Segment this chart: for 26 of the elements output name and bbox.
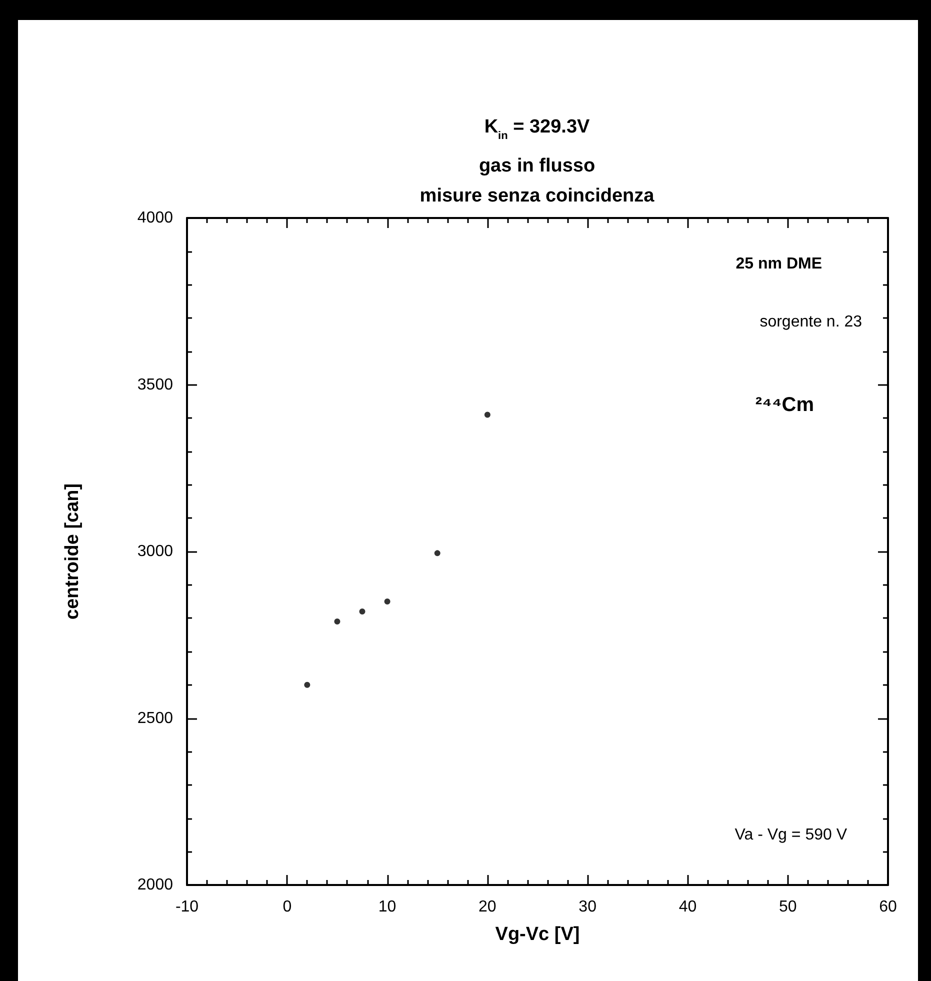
x-tick-label: 0 (282, 898, 292, 916)
x-tick-label: -10 (175, 898, 199, 916)
annotation: Va - Vg = 590 V (734, 826, 848, 844)
y-tick-label: 2000 (137, 876, 174, 894)
y-tick-label: 3500 (137, 376, 174, 394)
annotation: 25 nm DME (736, 256, 822, 272)
y-axis-title: centroide [can] (62, 483, 83, 620)
y-tick-label: 4000 (137, 210, 174, 226)
x-tick-label: 30 (578, 898, 597, 916)
x-tick-label: 10 (378, 898, 396, 916)
y-tick-label: 2500 (137, 710, 174, 727)
point (384, 598, 390, 605)
point (359, 608, 366, 615)
x-tick-label: 60 (879, 898, 897, 916)
annotation: sorgente n. 23 (760, 314, 862, 330)
annotation: ²⁴⁴Cm (755, 394, 814, 416)
point (434, 550, 440, 556)
y-tick-label: 3000 (137, 543, 174, 560)
point (334, 618, 340, 625)
x-axis-title: Vg-Vc [V] (495, 924, 580, 945)
point (304, 682, 310, 688)
x-tick-label: 20 (478, 898, 496, 916)
point (484, 412, 490, 418)
x-tick-label: 50 (778, 898, 797, 916)
x-tick-label: 40 (678, 898, 697, 916)
chart-subtitle: gas in flusso misure senza coincidenza (420, 156, 655, 206)
